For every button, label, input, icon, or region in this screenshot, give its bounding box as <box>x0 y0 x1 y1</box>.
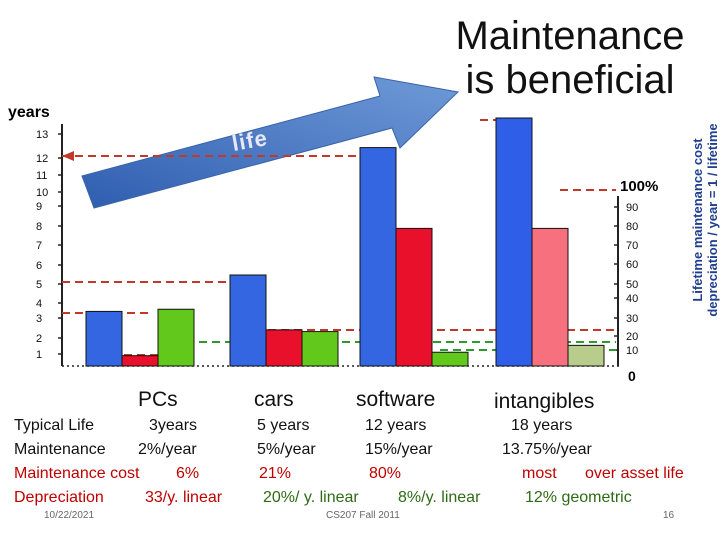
right-tick-label: 70 <box>626 240 638 252</box>
right-tick-label: 90 <box>626 202 638 214</box>
right-tick-label: 60 <box>626 259 638 271</box>
bar-life-intangibles <box>495 117 533 367</box>
bar-maint-cost-cars <box>265 329 303 367</box>
bar-depreciation-pcs <box>157 308 195 367</box>
bar-depreciation-cars <box>301 331 339 367</box>
row-cost-software: 80% <box>369 465 402 482</box>
left-tick-label: 4 <box>36 298 42 310</box>
bar-depreciation-software <box>431 351 469 367</box>
footer-page: 16 <box>663 510 675 521</box>
page-title: Maintenance is beneficial <box>440 14 700 102</box>
bar-life-software <box>359 147 397 367</box>
right-axis-100-label: 100% <box>620 178 659 195</box>
row-cost-cars: 21% <box>259 465 292 482</box>
row-life-cars: 5 years <box>257 417 310 434</box>
left-tick-label: 9 <box>36 201 42 213</box>
bar-maint-cost-software <box>395 227 433 367</box>
row-dep-label: Depreciation <box>14 489 104 506</box>
right-tick-label: 80 <box>626 221 638 233</box>
row-dep-pcs: 33/y. linear <box>145 489 223 506</box>
guide-arrowhead <box>62 151 74 161</box>
row-cost-label: Maintenance cost <box>14 465 140 482</box>
title-line-2: is beneficial <box>465 58 675 102</box>
row-life-software: 12 years <box>365 417 427 434</box>
left-tick-label: 11 <box>36 170 47 182</box>
left-tick-label: 5 <box>36 279 42 291</box>
bar-life-pcs <box>85 310 123 367</box>
left-tick-label: 3 <box>36 313 42 325</box>
bar-maint-cost-intangibles <box>531 227 569 367</box>
right-axis-title: Lifetime maintenance cost depreciation /… <box>690 123 720 317</box>
row-life-label: Typical Life <box>14 417 95 434</box>
category-label-pcs: PCs <box>138 388 178 411</box>
row-maint-software: 15%/year <box>365 441 433 458</box>
row-cost-intangibles-2: over asset life <box>585 465 684 482</box>
left-tick-label: 12 <box>36 153 48 165</box>
row-life-intangibles: 18 years <box>511 417 573 434</box>
row-dep-software: 8%/y. linear <box>398 489 481 506</box>
right-tick-label: 20 <box>626 331 638 343</box>
row-dep-cars: 20%/ y. linear <box>263 489 359 506</box>
left-tick-label: 2 <box>36 333 42 345</box>
row-life-pcs: 3years <box>149 417 198 434</box>
footer-course: CS207 Fall 2011 <box>326 510 400 521</box>
left-tick-label: 7 <box>36 240 42 252</box>
left-tick-label: 1 <box>36 349 42 361</box>
life-arrow-shape <box>81 76 460 209</box>
bar-life-cars <box>229 274 267 367</box>
right-tick-label: 30 <box>626 313 638 325</box>
row-maint-cars: 5%/year <box>257 441 316 458</box>
category-label-cars: cars <box>254 388 294 411</box>
title-line-1: Maintenance <box>455 14 685 58</box>
left-tick-label: 10 <box>36 187 48 199</box>
left-tick-label: 8 <box>36 221 42 233</box>
row-dep-intangibles: 12% geometric <box>525 489 632 506</box>
row-cost-pcs: 6% <box>176 465 200 482</box>
footer-date: 10/22/2021 <box>44 510 95 521</box>
right-axis-zero-label: 0 <box>628 368 636 384</box>
right-tick-label: 50 <box>626 279 638 291</box>
left-axis-title: years <box>8 104 50 121</box>
right-tick-label: 10 <box>626 345 638 357</box>
row-maint-label: Maintenance <box>14 441 106 458</box>
row-cost-intangibles: most <box>522 465 557 482</box>
category-label-intangibles: intangibles <box>494 390 595 413</box>
left-tick-label: 6 <box>36 260 42 272</box>
bar-maint-cost-pcs <box>121 355 159 367</box>
right-tick-label: 40 <box>626 293 638 305</box>
row-maint-intangibles: 13.75%/year <box>502 441 592 458</box>
bar-depreciation-intangibles <box>567 344 605 367</box>
row-maint-pcs: 2%/year <box>138 441 197 458</box>
category-label-software: software <box>356 388 436 411</box>
left-tick-label: 13 <box>36 129 48 141</box>
